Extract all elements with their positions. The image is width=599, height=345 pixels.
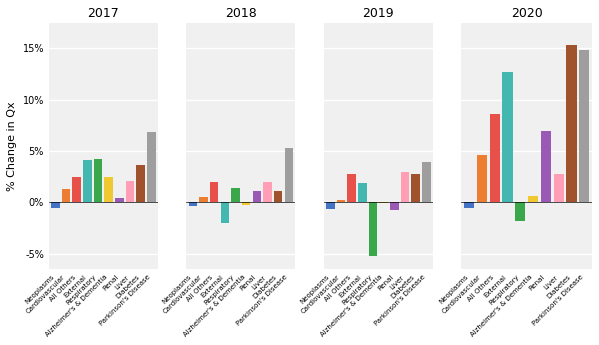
Y-axis label: % Change in Qx: % Change in Qx bbox=[7, 101, 17, 191]
Bar bbox=[62, 189, 70, 203]
Bar bbox=[126, 181, 134, 203]
Bar bbox=[72, 177, 81, 203]
Bar bbox=[489, 114, 500, 203]
Bar bbox=[231, 188, 240, 203]
Bar bbox=[390, 203, 398, 209]
Bar bbox=[51, 203, 59, 208]
Bar bbox=[210, 182, 219, 203]
Bar bbox=[199, 197, 208, 203]
Bar bbox=[137, 165, 145, 203]
Bar bbox=[242, 203, 250, 206]
Bar bbox=[83, 160, 92, 203]
Bar bbox=[503, 72, 513, 203]
Bar bbox=[422, 162, 431, 203]
Bar bbox=[553, 174, 564, 203]
Bar bbox=[347, 174, 356, 203]
Bar bbox=[326, 203, 335, 209]
Bar bbox=[528, 196, 539, 203]
Title: 2020: 2020 bbox=[511, 7, 543, 20]
Title: 2017: 2017 bbox=[87, 7, 119, 20]
Bar bbox=[515, 203, 525, 221]
Bar bbox=[285, 148, 293, 203]
Bar bbox=[412, 174, 420, 203]
Bar bbox=[263, 182, 272, 203]
Bar bbox=[541, 131, 551, 203]
Bar bbox=[93, 159, 102, 203]
Bar bbox=[253, 191, 261, 203]
Bar bbox=[379, 203, 388, 204]
Bar bbox=[274, 191, 283, 203]
Bar bbox=[369, 203, 377, 256]
Bar bbox=[189, 203, 197, 207]
Title: 2018: 2018 bbox=[225, 7, 257, 20]
Bar bbox=[147, 132, 156, 203]
Bar bbox=[567, 45, 577, 203]
Bar bbox=[358, 183, 367, 203]
Bar bbox=[401, 171, 409, 203]
Title: 2019: 2019 bbox=[362, 7, 394, 20]
Bar bbox=[115, 198, 123, 203]
Bar bbox=[104, 177, 113, 203]
Bar bbox=[220, 203, 229, 223]
Bar bbox=[337, 200, 345, 203]
Bar bbox=[579, 50, 589, 203]
Bar bbox=[464, 203, 474, 208]
Bar bbox=[477, 155, 487, 203]
